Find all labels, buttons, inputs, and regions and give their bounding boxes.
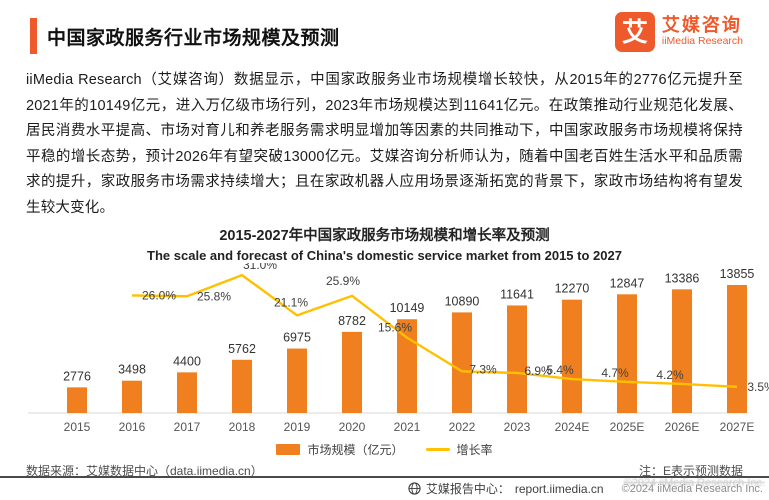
growth-rate-label: 25.8%	[197, 289, 231, 303]
x-tick-label: 2018	[229, 420, 256, 434]
logo-name-en: iiMedia Research	[661, 35, 743, 48]
growth-rate-label: 4.7%	[601, 366, 629, 380]
bar-2016	[122, 380, 142, 413]
footer-divider	[0, 476, 769, 478]
bar-2022	[452, 312, 472, 413]
bar-2015	[67, 387, 87, 413]
x-tick-label: 2016	[119, 420, 146, 434]
bar-2026E	[672, 289, 692, 413]
x-tick-label: 2023	[504, 420, 531, 434]
bar-series-swatch	[276, 444, 301, 455]
chart-block: 2015-2027年中国家政服务市场规模和增长率及预测 The scale an…	[0, 224, 769, 458]
bar-2018	[232, 359, 252, 413]
bar-value-label: 12270	[555, 282, 590, 296]
logo-name-cn: 艾媒咨询	[661, 15, 742, 36]
growth-rate-label: 7.3%	[469, 362, 497, 376]
legend-item-growth-rate: 增长率	[425, 441, 493, 458]
growth-rate-line	[131, 273, 738, 388]
growth-rate-label: 4.2%	[656, 368, 684, 382]
bar-value-label: 11641	[500, 287, 534, 301]
bar-value-label: 13855	[720, 267, 755, 281]
logo-text: 艾媒咨询 iiMedia Research	[662, 16, 743, 47]
x-tick-label: 2017	[174, 420, 201, 434]
bar-value-label: 10890	[445, 294, 480, 308]
growth-rate-label: 21.1%	[274, 295, 308, 309]
growth-rate-label: 31.0%	[243, 263, 277, 272]
x-tick-label: 2025E	[610, 420, 645, 434]
report-center-label: 艾媒报告中心：	[425, 482, 510, 496]
forecast-note: 注：E表示预测数据	[638, 464, 743, 478]
bar-value-label: 6975	[283, 331, 311, 345]
bar-2020	[342, 331, 362, 413]
x-tick-label: 2026E	[665, 420, 700, 434]
bar-value-label: 2776	[63, 369, 91, 383]
growth-rate-label: 6.9%	[524, 364, 552, 378]
x-tick-label: 2015	[64, 420, 91, 434]
bar-2017	[177, 372, 197, 413]
x-tick-label: 2020	[339, 420, 366, 434]
bar-2027E	[727, 285, 747, 413]
bar-2024E	[562, 299, 582, 413]
legend-item-market-scale: 市场规模（亿元）	[276, 441, 404, 458]
growth-rate-label: 26.0%	[142, 288, 176, 302]
page-title: 中国家政服务行业市场规模及预测	[47, 27, 340, 49]
bar-value-label: 12847	[610, 276, 645, 290]
analysis-paragraph: iiMedia Research（艾媒咨询）数据显示，中国家政服务业市场规模增长…	[26, 72, 743, 216]
globe-icon	[408, 482, 421, 495]
x-tick-label: 2022	[449, 420, 476, 434]
growth-rate-label: 25.9%	[326, 274, 360, 288]
x-tick-label: 2019	[284, 420, 311, 434]
x-tick-label: 2027E	[720, 420, 755, 434]
watermark: ©2024 iiMedia Research Inc.	[623, 476, 765, 489]
bar-value-label: 5762	[228, 342, 256, 356]
line-series-swatch	[425, 448, 450, 451]
copyright-text: ©2024 iiMedia Research Inc.	[621, 482, 763, 495]
x-tick-label: 2021	[394, 420, 421, 434]
bar-value-label: 4400	[173, 354, 201, 368]
title-block: 中国家政服务行业市场规模及预测	[30, 18, 340, 54]
bar-value-label: 8782	[338, 314, 366, 328]
bottom-bar: 艾媒报告中心： report.iimedia.cn ©2024 iiMedia R…	[0, 477, 765, 497]
growth-rate-label: 15.6%	[378, 321, 412, 335]
title-accent-bar	[30, 18, 37, 54]
legend-label: 市场规模（亿元）	[307, 443, 404, 457]
market-scale-growth-chart: 2776 2015 3498 2016 4400 2017 5762 2018 6975 2019…	[28, 263, 769, 434]
data-source-note[interactable]: 数据来源：艾媒数据中心（data.iimedia.cn）	[26, 464, 263, 478]
x-tick-label: 2024E	[555, 420, 590, 434]
footnotes: 数据来源：艾媒数据中心（data.iimedia.cn） 注：E表示预测数据	[0, 458, 769, 479]
chart-legend: 市场规模（亿元） 增长率	[0, 441, 769, 458]
report-center-url[interactable]: report.iimedia.cn	[514, 481, 604, 496]
logo-glyph: 艾	[621, 17, 648, 47]
bar-value-label: 3498	[118, 363, 146, 377]
logo-mark-icon: 艾	[614, 12, 655, 52]
bar-2021	[397, 319, 417, 413]
chart-title: 2015-2027年中国家政服务市场规模和增长率及预测	[219, 228, 550, 244]
legend-label: 增长率	[456, 443, 493, 457]
bar-2023	[507, 305, 527, 413]
header: 中国家政服务行业市场规模及预测 艾 艾媒咨询 iiMedia Research	[0, 0, 769, 54]
bar-value-label: 13386	[665, 271, 700, 285]
bar-value-label: 10149	[390, 301, 425, 315]
iimedia-logo: 艾 艾媒咨询 iiMedia Research	[614, 12, 743, 52]
report-center: 艾媒报告中心： report.iimedia.cn	[408, 480, 604, 497]
growth-rate-label: 3.5%	[747, 380, 769, 394]
bar-2025E	[617, 294, 637, 413]
bar-2019	[287, 348, 307, 413]
growth-rate-label: 5.4%	[546, 363, 574, 377]
chart-subtitle: The scale and forecast of China's domest…	[147, 248, 622, 263]
copyright: ©2024 iiMedia Research Inc. ©2024 iiMedi…	[621, 477, 765, 495]
